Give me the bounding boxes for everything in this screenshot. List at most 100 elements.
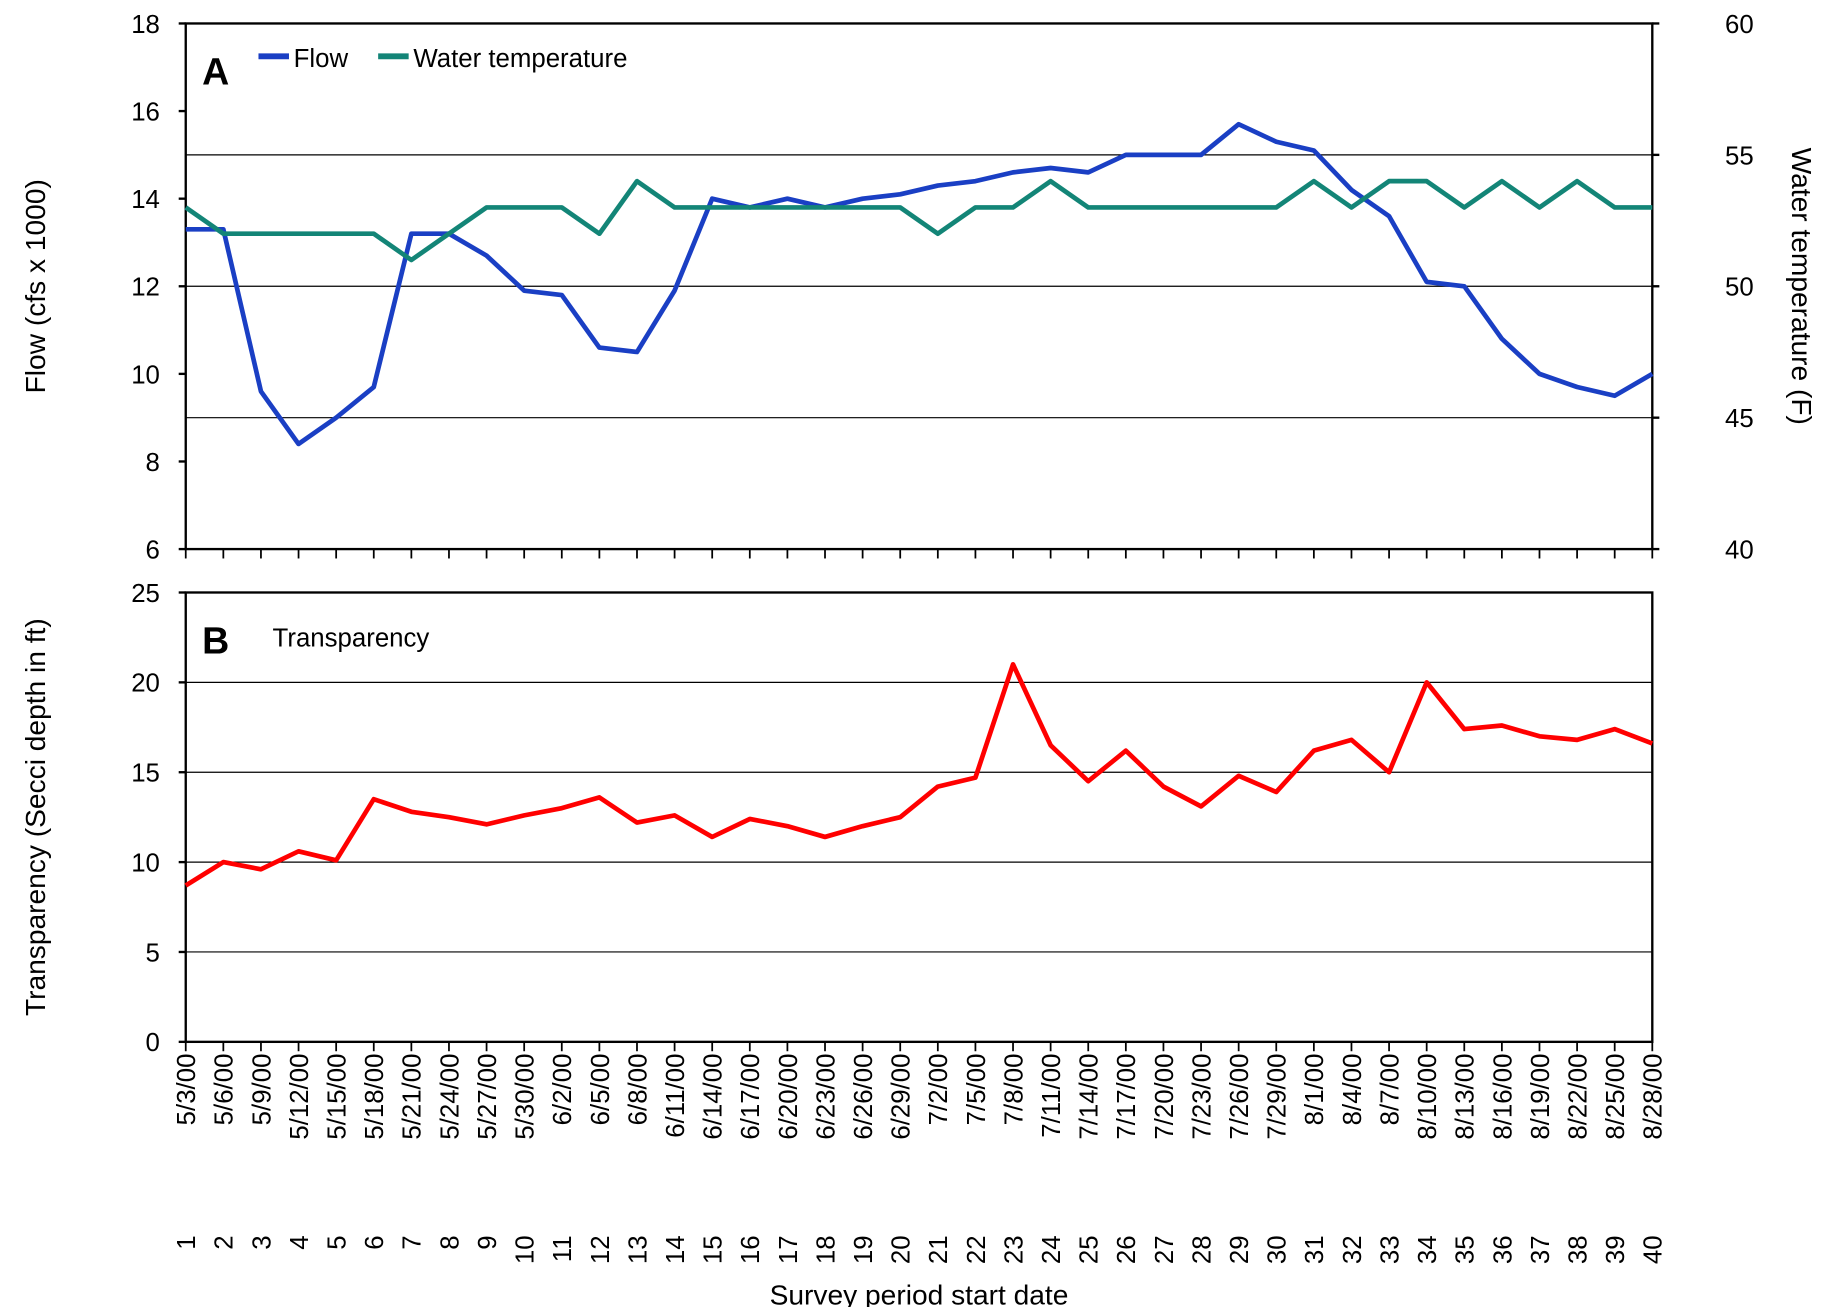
x-tick-label: 8/13/00 [1452,1054,1480,1140]
period-label: 33 [1376,1235,1404,1264]
y2-tick-label: 40 [1725,536,1754,564]
y-tick-label: 10 [131,849,160,877]
y-axis-label: Transparency (Secci depth in ft) [20,618,51,1016]
x-tick-label: 7/14/00 [1076,1054,1104,1140]
x-tick-label: 5/21/00 [399,1054,427,1140]
y2-axis-label: Water temperature (F) [1786,148,1817,425]
period-label: 19 [850,1235,878,1264]
x-tick-label: 6/17/00 [737,1054,765,1140]
period-label: 9 [474,1235,502,1249]
period-label: 15 [700,1235,728,1264]
period-label: 11 [549,1235,577,1262]
x-axis-label: Survey period start date [770,1280,1069,1307]
x-tick-label: 7/5/00 [963,1054,991,1126]
x-tick-label: 8/19/00 [1527,1054,1555,1140]
x-tick-label: 5/27/00 [474,1054,502,1140]
period-label: 25 [1076,1235,1104,1264]
x-tick-label: 5/6/00 [211,1054,239,1126]
x-tick-label: 7/2/00 [925,1054,953,1126]
period-label: 12 [587,1235,615,1264]
y2-tick-label: 45 [1725,405,1754,433]
panel-label: B [202,619,229,661]
x-tick-label: 7/20/00 [1151,1054,1179,1140]
y2-tick-label: 60 [1725,11,1754,39]
period-label: 17 [775,1235,803,1264]
y-tick-label: 25 [131,580,160,608]
x-tick-label: 6/29/00 [888,1054,916,1140]
x-tick-label: 8/16/00 [1489,1054,1517,1140]
period-label: 37 [1527,1235,1555,1264]
period-label: 34 [1414,1235,1442,1264]
x-tick-label: 5/15/00 [324,1054,352,1140]
y-tick-label: 0 [146,1029,160,1057]
y-tick-label: 16 [131,98,160,126]
period-label: 7 [399,1235,427,1249]
x-tick-label: 8/1/00 [1301,1054,1329,1126]
x-tick-label: 6/14/00 [700,1054,728,1140]
period-label: 3 [248,1235,276,1249]
data-line [185,121,1654,447]
x-tick-label: 6/5/00 [587,1054,615,1126]
period-label: 38 [1564,1235,1592,1264]
panel-label: A [202,50,229,92]
period-label: 21 [925,1235,953,1264]
period-label: 2 [211,1235,239,1249]
plot-frame [184,591,1654,1044]
period-label: 16 [737,1235,765,1264]
y2-tick-label: 50 [1725,274,1754,302]
period-label: 24 [1038,1235,1066,1264]
period-label: 1 [173,1235,201,1249]
x-tick-label: 7/26/00 [1226,1054,1254,1140]
period-label: 30 [1264,1235,1292,1264]
period-label: 8 [436,1235,464,1249]
data-line [184,662,1654,888]
x-tick-label: 7/23/00 [1188,1054,1216,1140]
legend-label: Transparency [273,624,430,652]
period-label: 22 [963,1235,991,1264]
y-tick-label: 5 [146,939,160,967]
x-tick-label: 5/18/00 [361,1054,389,1140]
x-tick-label: 8/4/00 [1339,1054,1367,1126]
legend-label: Flow [294,45,349,73]
period-label: 10 [512,1235,540,1264]
period-label: 32 [1339,1235,1367,1264]
y-tick-label: 15 [131,760,160,788]
y-tick-label: 20 [131,670,160,698]
x-tick-label: 6/23/00 [812,1054,840,1140]
period-label: 31 [1301,1235,1329,1264]
x-tick-label: 5/24/00 [436,1054,464,1140]
period-label: 39 [1602,1235,1630,1264]
x-tick-label: 8/25/00 [1602,1054,1630,1140]
period-label: 14 [662,1235,690,1264]
legend-label: Water temperature [413,45,627,73]
y2-tick-label: 55 [1725,142,1754,170]
period-label: 28 [1188,1235,1216,1264]
y-tick-label: 10 [131,361,160,389]
x-tick-label: 7/11/00 [1038,1054,1066,1138]
period-label: 6 [361,1235,389,1249]
period-label: 23 [1000,1235,1028,1264]
period-label: 35 [1452,1235,1480,1264]
x-tick-label: 8/28/00 [1640,1054,1668,1140]
x-tick-label: 7/29/00 [1264,1054,1292,1140]
x-tick-label: 5/3/00 [173,1054,201,1126]
x-tick-label: 6/26/00 [850,1054,878,1140]
x-tick-label: 8/22/00 [1564,1054,1592,1140]
x-tick-label: 5/12/00 [286,1054,314,1140]
period-label: 20 [888,1235,916,1264]
x-tick-label: 6/2/00 [549,1054,577,1126]
y-tick-label: 6 [146,536,160,564]
y-tick-label: 14 [131,186,160,214]
period-label: 13 [624,1235,652,1264]
period-label: 5 [324,1235,352,1249]
period-label: 18 [812,1235,840,1264]
y-tick-label: 18 [131,11,160,39]
period-label: 40 [1640,1235,1668,1264]
y-tick-label: 8 [146,449,160,477]
period-label: 29 [1226,1235,1254,1264]
data-line [184,178,1653,263]
y-axis-label: Flow (cfs x 1000) [20,179,51,393]
x-tick-label: 7/17/00 [1113,1054,1141,1140]
